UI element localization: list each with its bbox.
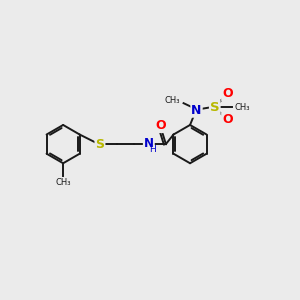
Text: O: O [222,113,233,126]
Text: CH₃: CH₃ [234,103,250,112]
Text: H: H [149,146,156,154]
Text: N: N [191,104,202,117]
Text: O: O [155,119,166,132]
Text: CH₃: CH₃ [56,178,71,187]
Text: S: S [95,138,104,151]
Text: O: O [222,87,233,100]
Text: S: S [210,101,220,114]
Text: CH₃: CH₃ [164,96,180,105]
Text: N: N [144,137,154,150]
